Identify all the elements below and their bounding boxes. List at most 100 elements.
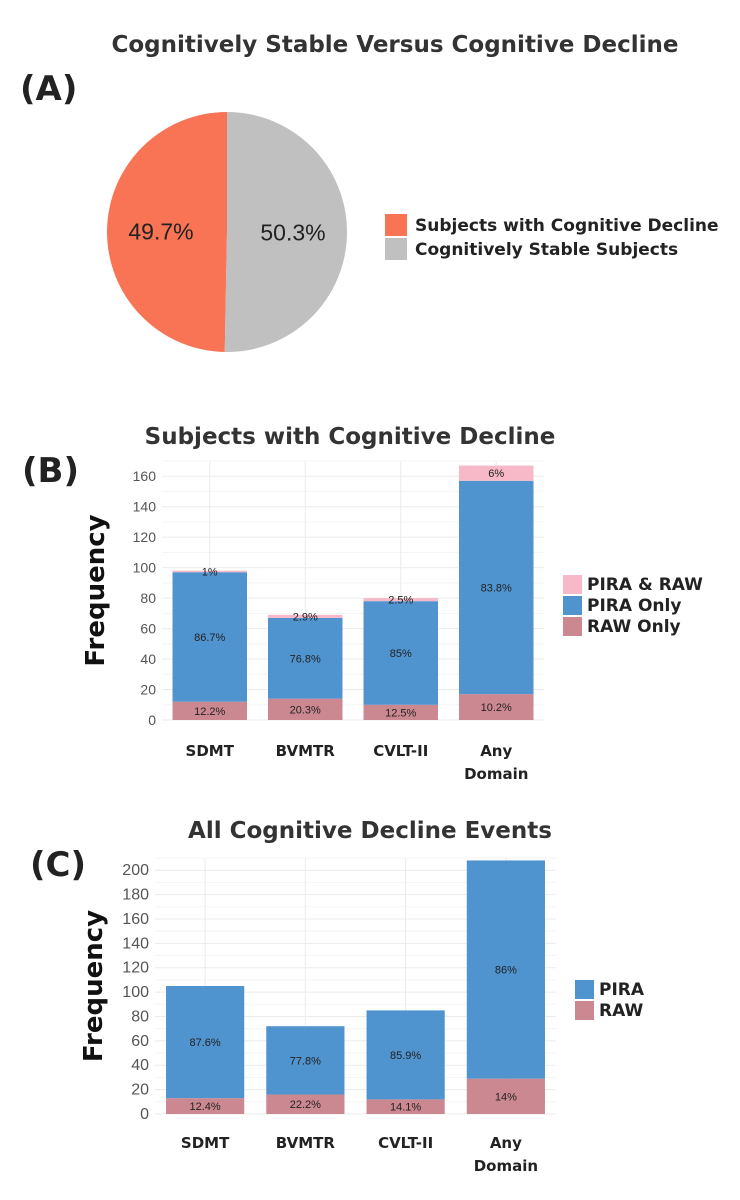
chart-b-y-tick-label: 120: [133, 529, 157, 545]
pie-slices: 49.7% 50.3%: [106, 112, 347, 352]
chart-c-bar-pira: [466, 860, 545, 1079]
chart-c-bar-label-pira: 77.8%: [290, 1055, 321, 1067]
pie-chart-title: Cognitively Stable Versus Cognitive Decl…: [112, 32, 679, 58]
chart-b-legend-label-raw-only: RAW Only: [587, 617, 681, 637]
chart-b-legend-label-pira-only: PIRA Only: [587, 596, 681, 616]
chart-b-bar-raw-only: [268, 698, 343, 720]
chart-c-bar-pira: [166, 986, 245, 1099]
chart-b-bar-label-raw-only: 12.5%: [385, 707, 416, 719]
chart-b-bar-label-pira-only: 76.8%: [290, 653, 321, 665]
pie-slice-subjects-with-cognitive-decline: [106, 112, 227, 352]
bar-chart-c-title: All Cognitive Decline Events: [188, 818, 552, 844]
chart-b-y-tick-label: 160: [133, 468, 157, 484]
chart-b-bar-pira-raw: [363, 598, 438, 602]
chart-c-bar-label-raw: 14.1%: [390, 1102, 421, 1114]
chart-c-x-tick-label: CVLT-II: [378, 1134, 433, 1152]
chart-c-x-tick-label: BVMTR: [276, 1134, 336, 1152]
legend-swatch-subjects-with-cognitive-decline: [385, 214, 407, 236]
chart-c-y-tick-label: 180: [122, 887, 149, 904]
chart-b-y-tick-label: 40: [140, 651, 156, 667]
chart-c-legend-label-pira: PIRA: [599, 980, 645, 1000]
chart-c-legend-swatch-pira: [575, 980, 594, 999]
chart-b-bar-label-raw-only: 12.2%: [194, 706, 225, 718]
chart-c-bar-raw: [366, 1099, 445, 1114]
chart-b-x-tick-label: SDMT: [186, 742, 235, 760]
chart-c-legend-label-raw: RAW: [599, 1001, 643, 1021]
panel-b-letter: (B): [22, 451, 79, 491]
bar-chart-b-title: Subjects with Cognitive Decline: [145, 424, 556, 450]
chart-c-bar-raw: [166, 1098, 245, 1114]
panel-c: All Cognitive Decline Events (C) 0 20 40 60…: [30, 818, 645, 1175]
chart-c-bar-pira: [366, 1010, 445, 1100]
panel-a-letter: (A): [20, 69, 77, 109]
bar-chart-b: 0 20 40 60 80 100 120 140 160 Frequency 12.2% 86.7%…: [81, 460, 703, 783]
chart-c-bar-pira: [266, 1026, 345, 1095]
chart-b-bar-pira-only: [459, 480, 534, 695]
legend-label-subjects-with-cognitive-decline: Subjects with Cognitive Decline: [415, 216, 719, 236]
chart-b-bar-raw-only: [172, 701, 247, 720]
chart-c-y-tick-label: 140: [122, 935, 149, 952]
chart-c-y-tick-label: 0: [140, 1106, 149, 1123]
legend-label-cognitively-stable-subjects: Cognitively Stable Subjects: [415, 240, 678, 260]
chart-c-y-tick-label: 80: [131, 1008, 149, 1025]
chart-b-bar-raw-only: [459, 694, 534, 720]
chart-c-x-tick-label: Any: [490, 1134, 522, 1152]
chart-b-bar-label-pira-only: 83.8%: [481, 582, 512, 594]
chart-c-bar-label-pira: 85.9%: [390, 1050, 421, 1062]
chart-c-y-tick-label: 100: [122, 984, 149, 1001]
chart-c-y-tick-label: 200: [122, 862, 149, 879]
panel-b: Subjects with Cognitive Decline (B) 0 20 4…: [22, 424, 703, 783]
chart-b-bar-pira-only: [363, 601, 438, 705]
chart-b-legend-swatch-pira-raw: [563, 575, 582, 594]
chart-b-x-tick-label: Domain: [464, 765, 528, 783]
chart-b-y-axis-label: Frequency: [81, 514, 111, 666]
chart-c-bar-label-raw: 12.4%: [190, 1101, 221, 1113]
chart-c-y-tick-label: 160: [122, 911, 149, 928]
chart-b-bar-pira-raw: [268, 614, 343, 618]
panel-c-letter: (C): [30, 845, 86, 885]
chart-c-y-tick-label: 120: [122, 960, 149, 977]
chart-b-legend-label-pira-raw: PIRA & RAW: [587, 575, 703, 595]
chart-b-bar-label-pira-raw: 2.5%: [388, 595, 413, 607]
chart-c-y-axis-label: Frequency: [79, 910, 109, 1062]
chart-b-bar-label-pira-raw: 6%: [488, 468, 504, 480]
chart-b-bar-raw-only: [363, 704, 438, 720]
chart-b-y-tick-label: 80: [140, 590, 156, 606]
chart-b-y-tick-label: 20: [140, 682, 156, 698]
chart-b-bar-pira-only: [268, 617, 343, 699]
chart-c-bar-label-pira: 87.6%: [190, 1037, 221, 1049]
pie-label-subjects-with-cognitive-decline: 49.7%: [128, 218, 193, 244]
chart-b-bar-pira-raw: [459, 465, 534, 481]
chart-b-bar-label-raw-only: 10.2%: [481, 702, 512, 714]
pie-slice-cognitively-stable-subjects: [224, 112, 347, 352]
chart-c-bar-label-raw: 22.2%: [290, 1099, 321, 1111]
chart-b-bar-pira-raw: [172, 570, 247, 573]
chart-b-bar-label-pira-only: 85%: [390, 648, 412, 660]
chart-b-x-tick-label: BVMTR: [276, 742, 336, 760]
chart-c-y-tick-label: 60: [131, 1033, 149, 1050]
chart-c-y-tick-label: 40: [131, 1057, 149, 1074]
chart-b-y-tick-label: 60: [140, 621, 156, 637]
chart-c-y-tick-label: 20: [131, 1082, 149, 1099]
chart-b-y-tick-label: 100: [133, 560, 157, 576]
chart-c-bar-label-raw: 14%: [495, 1091, 517, 1103]
chart-c-x-tick-label: SDMT: [181, 1134, 230, 1152]
chart-c-bar-label-pira: 86%: [495, 965, 517, 977]
chart-b-bar-label-pira-raw: 2.9%: [293, 611, 318, 623]
chart-c-bar-raw: [466, 1078, 545, 1114]
bar-chart-c: 0 20 40 60 80 100 120 140 160 180 200 Frequency 12.4…: [79, 857, 645, 1175]
chart-b-bar-pira-only: [172, 572, 247, 702]
chart-b-x-tick-label: CVLT-II: [373, 742, 428, 760]
panel-a: Cognitively Stable Versus Cognitive Decl…: [20, 32, 719, 352]
pie-legend: Subjects with Cognitive Decline Cognitive…: [385, 214, 719, 260]
chart-b-x-tick-label: Any: [480, 742, 512, 760]
chart-b-bar-label-pira-only: 86.7%: [194, 632, 225, 644]
chart-b-legend-swatch-raw-only: [563, 617, 582, 636]
chart-c-legend-swatch-raw: [575, 1001, 594, 1020]
pie-label-cognitively-stable-subjects: 50.3%: [260, 220, 325, 246]
chart-c-bar-raw: [266, 1094, 345, 1114]
chart-b-legend-swatch-pira-only: [563, 596, 582, 615]
chart-b-bar-label-raw-only: 20.3%: [290, 704, 321, 716]
chart-b-y-tick-label: 0: [148, 712, 156, 728]
